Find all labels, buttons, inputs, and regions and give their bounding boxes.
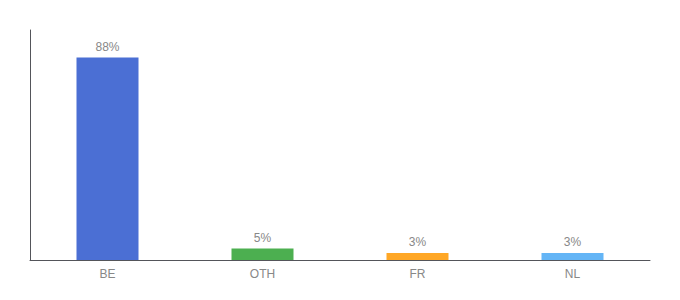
svg-text:BE: BE <box>99 267 115 281</box>
svg-text:FR: FR <box>410 267 426 281</box>
svg-text:5%: 5% <box>254 231 272 245</box>
svg-text:3%: 3% <box>409 235 427 249</box>
svg-text:88%: 88% <box>95 40 119 54</box>
svg-text:OTH: OTH <box>250 267 275 281</box>
svg-text:3%: 3% <box>564 235 582 249</box>
svg-text:NL: NL <box>565 267 581 281</box>
